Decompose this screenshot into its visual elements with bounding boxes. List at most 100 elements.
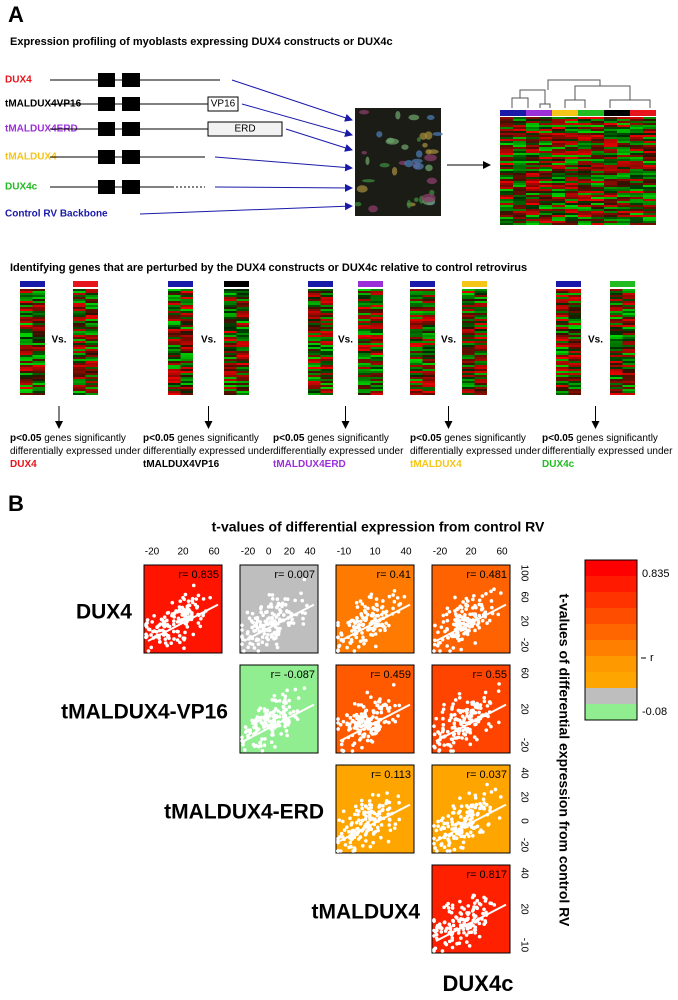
arrow (285, 128, 353, 152)
heatmap-cell (320, 361, 333, 363)
result-text: p<0.05 genes significantly differentiall… (410, 432, 544, 471)
cell (426, 114, 435, 121)
heatmap-cell (610, 367, 623, 369)
point (447, 743, 452, 747)
heatmap-cell (20, 333, 33, 335)
point (392, 599, 397, 604)
heatmap-cell (224, 319, 237, 321)
point (477, 901, 482, 906)
heatmap-cell (578, 219, 591, 221)
heatmap-cell (610, 303, 623, 305)
y-tick-label: 40 (518, 867, 529, 879)
heatmap-cell (556, 299, 569, 301)
heatmap-cell (474, 321, 487, 323)
heatmap-cell (85, 299, 98, 301)
heatmap-cell (224, 295, 237, 297)
heatmap-cell (32, 311, 45, 313)
heatmap-cell (643, 211, 656, 213)
heatmap-cell (85, 317, 98, 319)
heatmap-cell (462, 365, 475, 367)
heatmap-cell (610, 387, 623, 389)
heatmap-cell (610, 293, 623, 295)
point (196, 593, 201, 598)
heatmap-cell (236, 315, 249, 317)
point (475, 701, 479, 706)
heatmap-cell (591, 191, 604, 193)
point (473, 641, 478, 645)
heatmap-cell (500, 155, 513, 157)
heatmap-cell (617, 217, 630, 219)
x-tick-label: 60 (496, 547, 508, 558)
heatmap-cell (32, 317, 45, 319)
heatmap-cell (622, 325, 635, 327)
point (375, 711, 380, 715)
point (462, 930, 466, 935)
heatmap-cell (539, 215, 552, 217)
point (486, 822, 491, 826)
heatmap-cell (643, 133, 656, 135)
heatmap-cell (73, 361, 86, 363)
heatmap-cell (622, 385, 635, 387)
point (464, 737, 469, 741)
heatmap-cell (591, 153, 604, 155)
heatmap-cell (422, 301, 435, 303)
heatmap-cell (622, 371, 635, 373)
heatmap-cell (630, 137, 643, 139)
heatmap-cell (617, 135, 630, 137)
point (358, 822, 363, 826)
heatmap-cell (568, 291, 581, 293)
heatmap-cell (308, 315, 321, 317)
heatmap-cell (643, 129, 656, 131)
heatmap-cell (358, 383, 371, 385)
heatmap-cell (85, 301, 98, 303)
heatmap-cell (462, 331, 475, 333)
point (269, 605, 274, 609)
heatmap-cell (643, 145, 656, 147)
heatmap-cell (180, 385, 193, 387)
heatmap-cell (73, 315, 86, 317)
heatmap-cell (513, 207, 526, 209)
group-bar (73, 281, 98, 287)
heatmap-cell (474, 341, 487, 343)
heatmap-cell (320, 291, 333, 293)
point (348, 816, 352, 821)
heatmap-cell (224, 393, 237, 395)
point (489, 724, 493, 729)
heatmap-cell (168, 373, 181, 375)
point (454, 614, 459, 618)
point (183, 592, 188, 597)
heatmap-cell (643, 193, 656, 195)
panel-label: B (8, 491, 24, 516)
heatmap-cell (526, 157, 539, 159)
heatmap-cell (474, 349, 487, 351)
heatmap-cell (500, 205, 513, 207)
heatmap-cell (358, 315, 371, 317)
heatmap-cell (168, 361, 181, 363)
heatmap-cell (308, 387, 321, 389)
point (341, 809, 346, 814)
heatmap-cell (617, 123, 630, 125)
heatmap-cell (552, 193, 565, 195)
point (488, 701, 493, 705)
point (264, 610, 268, 615)
heatmap-cell (630, 169, 643, 171)
heatmap-cell (578, 137, 591, 139)
heatmap-cell (85, 333, 98, 335)
heatmap-cell (73, 385, 86, 387)
heatmap-cell (224, 373, 237, 375)
heatmap-cell (578, 117, 591, 119)
point (252, 719, 256, 723)
point (288, 711, 292, 715)
point (457, 718, 462, 723)
heatmap-cell (474, 289, 487, 291)
point (149, 645, 154, 650)
heatmap-cell (630, 141, 643, 143)
heatmap-cell (552, 125, 565, 127)
heatmap-cell (565, 223, 578, 225)
result-text: p<0.05 genes significantly differentiall… (10, 432, 144, 471)
heatmap-cell (422, 331, 435, 333)
heatmap-cell (85, 359, 98, 361)
heatmap-cell (643, 139, 656, 141)
heatmap-cell (630, 139, 643, 141)
x-tick-label: 20 (465, 547, 477, 558)
